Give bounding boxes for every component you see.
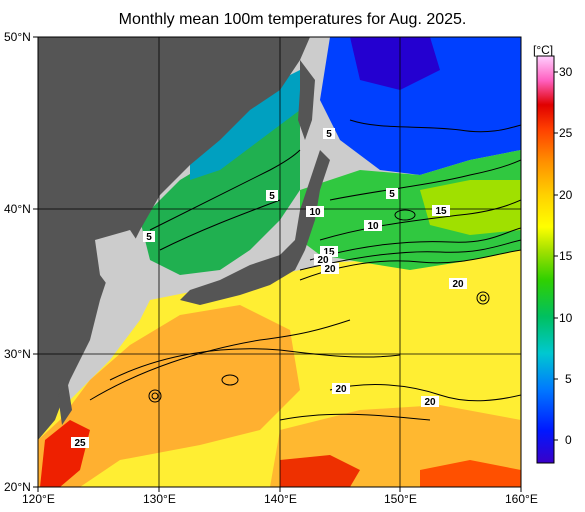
ocean-coldest — [350, 37, 440, 90]
contour-label: 5 — [386, 188, 398, 200]
korea — [95, 230, 150, 295]
contour-label: 10 — [306, 206, 324, 218]
contour-label: 20 — [314, 254, 332, 266]
lat-label-20n: 20°N — [4, 480, 31, 494]
contour-label: 5 — [323, 128, 335, 140]
contour-label-text: 5 — [269, 191, 275, 202]
lon-label-130e: 130°E — [143, 492, 176, 506]
sakhalin — [298, 60, 315, 140]
sea-of-japan — [140, 110, 300, 275]
contour-label: 15 — [432, 205, 450, 217]
contour-label: 20 — [332, 383, 350, 395]
contour-label-text: 25 — [74, 438, 86, 449]
contour-label-text: 20 — [335, 384, 347, 395]
colorbar-tick-label: 0 — [565, 433, 572, 447]
contour-label-text: 20 — [324, 264, 336, 275]
map-title: Monthly mean 100m temperatures for Aug. … — [118, 11, 467, 28]
colorbar — [536, 55, 555, 464]
map-body — [38, 37, 521, 487]
contour-label-text: 10 — [309, 207, 321, 218]
contour-label: 5 — [143, 231, 155, 243]
taiwan — [58, 385, 72, 425]
mainland-asia — [38, 37, 310, 440]
colorbar-tick-label: 15 — [559, 249, 573, 263]
contour-label-text: 20 — [424, 397, 436, 408]
colorbar-unit: [°C] — [533, 43, 554, 57]
sea-of-japan-north — [190, 70, 300, 180]
ocean-red-west — [40, 420, 90, 487]
colorbar-tick-label: 30 — [559, 65, 573, 79]
colorbar-ticks — [554, 71, 558, 441]
lat-label-50n: 50°N — [4, 30, 31, 44]
contour-label-text: 5 — [389, 189, 395, 200]
colorbar-tick-label: 25 — [559, 126, 573, 140]
lon-label-120e: 120°E — [22, 492, 55, 506]
japan — [180, 130, 330, 305]
colorbar-tick-label: 20 — [559, 188, 573, 202]
contour-label: 10 — [364, 220, 382, 232]
contour-label-text: 5 — [326, 129, 332, 140]
contour-label-text: 5 — [146, 232, 152, 243]
colorbar-tick-label: 5 — [565, 372, 572, 386]
contour-label-text: 10 — [367, 221, 379, 232]
contour-label: 25 — [71, 437, 89, 449]
contour-label-text: 15 — [323, 247, 335, 258]
contour-label: 5 — [266, 190, 278, 202]
contour-label-text: 15 — [435, 206, 447, 217]
lat-label-40n: 40°N — [4, 202, 31, 216]
ocean-green-east — [300, 150, 521, 270]
contour-label: 20 — [321, 263, 339, 275]
ocean-yellowgreen-east — [420, 180, 521, 235]
lon-label-160e: 160°E — [505, 492, 538, 506]
colorbar-tick-label: 10 — [559, 311, 573, 325]
ocean-red-south — [280, 455, 360, 487]
ocean-red-southeast — [420, 460, 521, 487]
contour-label-text: 20 — [317, 255, 329, 266]
lon-label-140e: 140°E — [264, 492, 297, 506]
contour-label-text: 20 — [452, 279, 464, 290]
lat-label-30n: 30°N — [4, 347, 31, 361]
contour-label: 15 — [320, 246, 338, 258]
contour-label: 20 — [421, 396, 439, 408]
lon-label-150e: 150°E — [384, 492, 417, 506]
contour-label: 20 — [449, 278, 467, 290]
axis-ticks — [33, 36, 522, 492]
ocean-orange — [38, 305, 300, 487]
contour-label-group: 5 5 5 5 10 10 15 15 20 20 20 20 20 25 — [71, 128, 467, 449]
